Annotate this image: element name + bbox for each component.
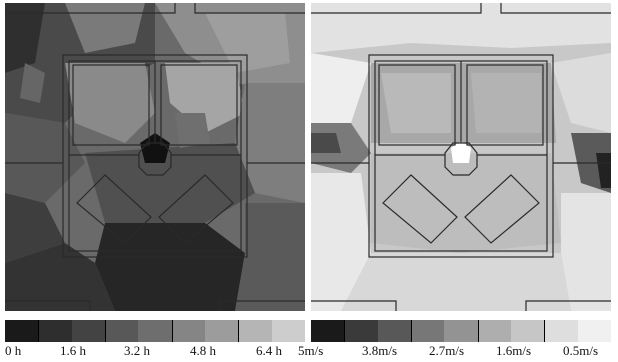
shade-region xyxy=(5,113,85,203)
building-outline xyxy=(160,64,238,146)
building-outline xyxy=(464,174,540,244)
building-outline xyxy=(368,54,554,258)
wind-legend-label: 5m/s xyxy=(298,343,324,358)
sunlight-legend-label: 4.8 h xyxy=(190,343,216,358)
legend-swatch-wind xyxy=(477,320,511,342)
sunlight-legend-bar xyxy=(5,320,305,342)
shade-region xyxy=(311,173,371,311)
building-outline xyxy=(525,300,611,311)
wind-legend-label: 0.5m/s xyxy=(563,343,599,358)
wind-legend-label: 2.7m/s xyxy=(429,343,465,358)
shade-region xyxy=(235,83,305,203)
building-outline xyxy=(311,300,397,311)
wind-legend-bar xyxy=(311,320,611,342)
shade-region xyxy=(65,63,155,143)
sunlight-legend-label: 3.2 h xyxy=(124,343,150,358)
shade-region xyxy=(140,133,170,163)
building-outline xyxy=(466,64,544,146)
legend-swatch-sunlight xyxy=(271,320,305,342)
legend-swatch-wind xyxy=(444,320,478,342)
shade-region xyxy=(95,223,245,311)
building-outline xyxy=(444,142,478,176)
legend-swatch-sunlight xyxy=(5,320,39,342)
wind-map-svg xyxy=(311,3,611,311)
legend-swatch-sunlight xyxy=(171,320,205,342)
shade-region xyxy=(371,153,561,253)
legend-swatch-sunlight xyxy=(138,320,172,342)
shade-region xyxy=(311,133,341,153)
shade-region xyxy=(341,253,571,311)
shade-region xyxy=(175,113,210,148)
sunlight-map-svg xyxy=(5,3,305,311)
sunlight-legend-label: 1.6 h xyxy=(60,343,86,358)
legend-tick-wind xyxy=(477,320,479,342)
legend-swatch-wind xyxy=(510,320,545,342)
shade-region xyxy=(381,73,451,133)
shade-region xyxy=(5,3,45,73)
legend-swatch-wind xyxy=(344,320,378,342)
shade-region xyxy=(551,53,611,133)
building-outline xyxy=(5,300,91,311)
building-outline xyxy=(5,3,176,14)
building-outline xyxy=(194,3,305,14)
sunlight-legend-label: 0 h xyxy=(5,343,22,358)
legend-tick-sunlight xyxy=(238,320,240,342)
legend-swatch-wind xyxy=(577,320,611,342)
shade-region xyxy=(311,3,611,53)
building-outline xyxy=(219,300,305,311)
legend-tick-wind xyxy=(544,320,546,342)
legend-swatch-wind xyxy=(410,320,445,342)
legend-swatch-sunlight xyxy=(71,320,105,342)
legend-tick-sunlight xyxy=(171,320,173,342)
building-outline xyxy=(138,142,172,176)
shade-region xyxy=(5,193,65,263)
shade-region xyxy=(561,193,611,311)
building-outlines xyxy=(311,3,611,311)
building-outline xyxy=(158,174,234,244)
legend-swatch-wind xyxy=(311,320,345,342)
shade-region xyxy=(235,203,305,311)
building-outline xyxy=(378,64,456,146)
building-outline xyxy=(72,64,150,146)
building-outline xyxy=(76,174,152,244)
shade-region xyxy=(85,143,255,223)
shade-region xyxy=(471,73,541,133)
shade-region xyxy=(311,53,371,123)
building-outline xyxy=(382,174,458,244)
legend-swatch-sunlight xyxy=(38,320,72,342)
shade-region xyxy=(5,243,115,311)
legend-swatch-sunlight xyxy=(104,320,139,342)
shade-region xyxy=(65,3,145,53)
shade-region xyxy=(451,141,471,163)
shade-region xyxy=(20,63,45,103)
legend-swatch-wind xyxy=(377,320,411,342)
building-outlines xyxy=(5,3,305,311)
sunlight-legend-label: 6.4 h xyxy=(256,343,282,358)
legend-tick-wind xyxy=(344,320,346,342)
legend-swatch-wind xyxy=(544,320,578,342)
legend-tick-sunlight xyxy=(105,320,106,342)
shade-region xyxy=(205,13,290,73)
legend-tick-wind xyxy=(411,320,412,342)
legend-tick-sunlight xyxy=(38,320,40,342)
legend-swatch-sunlight xyxy=(238,320,272,342)
wind-legend-label: 1.6m/s xyxy=(496,343,532,358)
shade-region xyxy=(596,153,611,188)
building-outline xyxy=(62,54,248,258)
building-outline xyxy=(500,3,611,14)
building-outline xyxy=(311,3,482,14)
wind-legend-label: 3.8m/s xyxy=(362,343,398,358)
sunlight-hours-map xyxy=(5,3,305,311)
legend-swatch-sunlight xyxy=(204,320,239,342)
wind-speed-map xyxy=(311,3,611,311)
